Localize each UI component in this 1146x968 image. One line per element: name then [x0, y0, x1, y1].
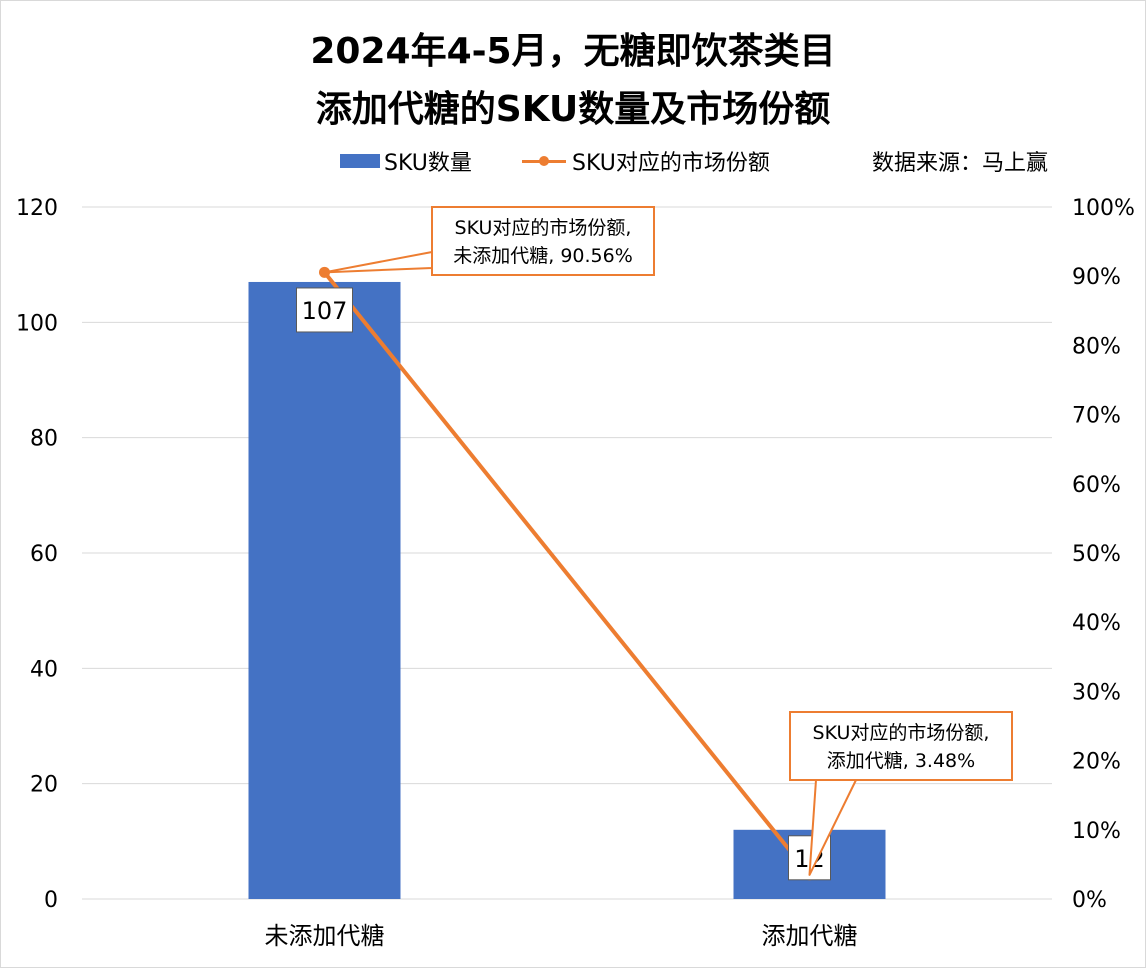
y-right-tick-label: 10% — [1072, 819, 1121, 844]
y-left-tick-label: 0 — [44, 888, 58, 913]
y-left-tick-label: 20 — [30, 773, 58, 798]
legend-line-swatch — [522, 154, 566, 168]
callout-pointer — [323, 251, 433, 274]
y-left-tick-label: 60 — [30, 542, 58, 567]
share-line — [322, 271, 812, 877]
callout-box — [789, 711, 1013, 781]
x-category-label: 未添加代糖 — [265, 922, 385, 950]
legend-label-line: SKU对应的市场份额 — [572, 151, 770, 176]
legend-bar-swatch — [340, 154, 380, 168]
chart-title-line-1: 2024年4-5月，无糖即饮茶类目 — [310, 31, 836, 72]
y-right-tick-label: 70% — [1072, 404, 1121, 429]
y-right-tick-label: 90% — [1072, 265, 1121, 290]
bar — [248, 281, 401, 899]
data-source-note: 数据来源：马上赢 — [872, 151, 1049, 176]
y-right-tick-label: 30% — [1072, 680, 1121, 705]
y-right-tick-label: 100% — [1072, 196, 1135, 221]
callout-text: 未添加代糖, 90.56% — [453, 245, 633, 267]
y-right-tick-label: 20% — [1072, 750, 1121, 775]
y-right-tick-label: 60% — [1072, 473, 1121, 498]
callout-text: SKU对应的市场份额, — [813, 722, 990, 744]
y-right-tick-label: 50% — [1072, 542, 1121, 567]
y-right-tick-label: 0% — [1072, 888, 1107, 913]
y-left-tick-label: 40 — [30, 657, 58, 682]
bar-data-label: 107 — [302, 297, 348, 325]
legend-label-bar: SKU数量 — [384, 151, 472, 176]
callout-box — [431, 206, 655, 276]
legend-item-bar: SKU数量 — [340, 145, 472, 177]
y-right-tick-label: 40% — [1072, 611, 1121, 636]
y-left-tick-label: 120 — [16, 196, 58, 221]
callout-text: SKU对应的市场份额, — [455, 217, 632, 239]
bar-data-label-box — [296, 287, 353, 333]
legend-item-line: SKU对应的市场份额 — [522, 145, 770, 177]
y-left-tick-label: 80 — [30, 427, 58, 452]
x-category-label: 添加代糖 — [762, 922, 858, 950]
y-left-tick-label: 100 — [16, 311, 58, 336]
chart-title-line-2: 添加代糖的SKU数量及市场份额 — [315, 89, 831, 130]
y-right-tick-label: 80% — [1072, 334, 1121, 359]
callout-text: 添加代糖, 3.48% — [827, 750, 975, 772]
